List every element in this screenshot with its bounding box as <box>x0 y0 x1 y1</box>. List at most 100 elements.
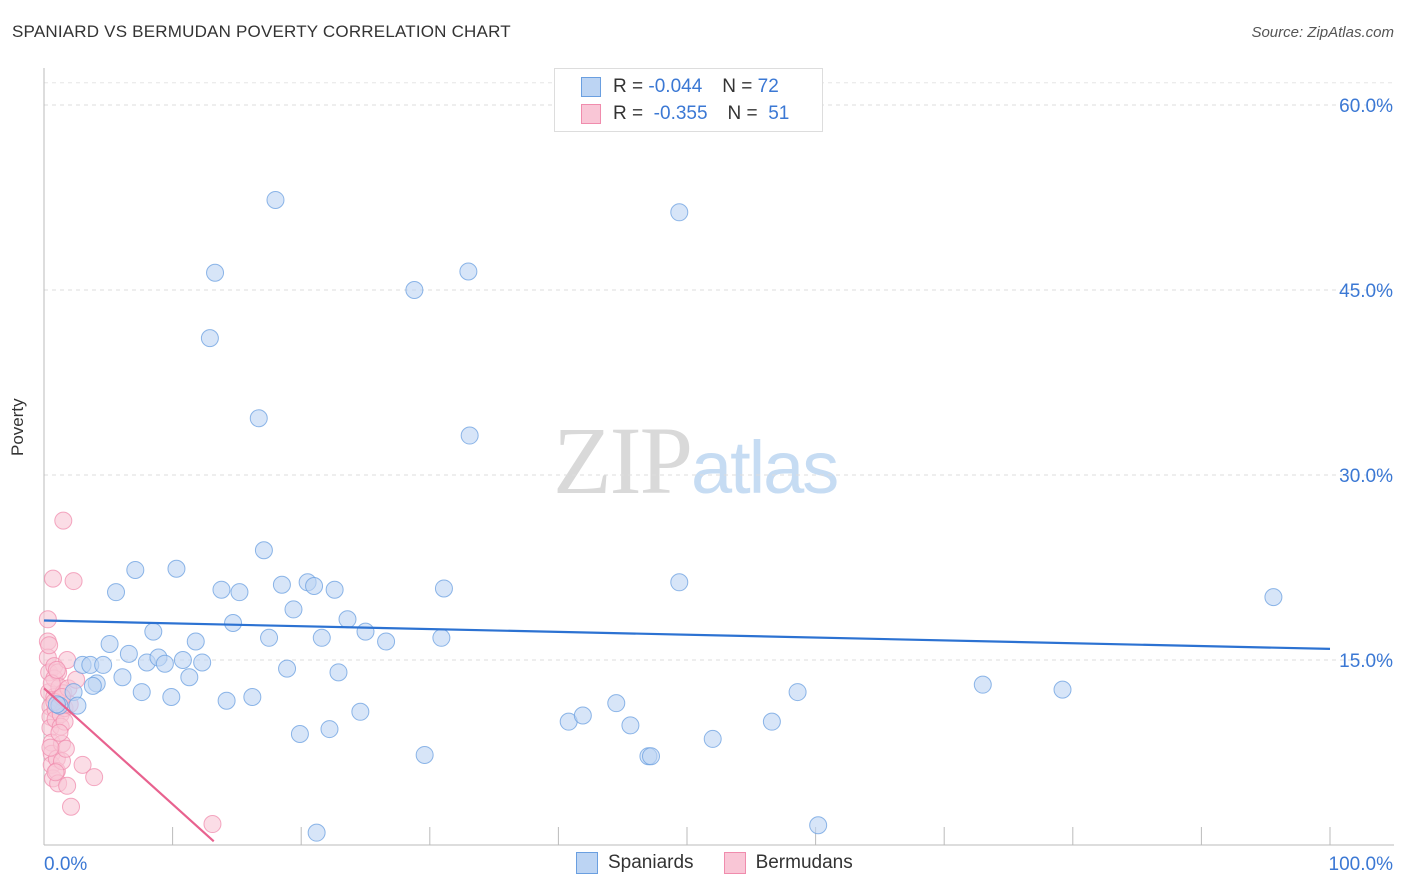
spaniard-point <box>320 720 339 739</box>
bermudan-point <box>58 776 77 795</box>
spaniard-point <box>126 560 145 579</box>
legend-r-value: -0.044 <box>648 76 703 97</box>
tick-labels: 15.0% 30.0% 45.0% 60.0% 0.0% 100.0% <box>44 96 1393 875</box>
spaniard-point <box>434 579 453 598</box>
x-tick-label: 100.0% <box>1329 854 1394 875</box>
bermudan-point <box>85 768 104 787</box>
spaniard-point <box>460 426 479 445</box>
spaniard-point <box>1264 588 1283 607</box>
spaniard-point <box>325 580 344 599</box>
spaniard-point <box>1053 680 1072 699</box>
spaniard-point <box>284 600 303 619</box>
legend-r-value: -0.355 <box>653 103 708 124</box>
spaniards-legend-label: Spaniards <box>608 852 694 873</box>
spaniard-point <box>254 541 273 560</box>
spaniard-point <box>68 696 87 715</box>
spaniard-point <box>100 634 119 653</box>
spaniard-point <box>155 654 174 673</box>
spaniards-legend-swatch <box>576 852 598 874</box>
spaniard-point <box>266 190 285 209</box>
spaniard-point <box>973 675 992 694</box>
watermark-zip: ZIP <box>553 407 693 514</box>
spaniard-point <box>432 628 451 647</box>
spaniard-point <box>206 263 225 282</box>
spaniard-point <box>290 725 309 743</box>
bermudans-legend-swatch <box>723 852 746 874</box>
bermudan-point <box>41 738 60 757</box>
watermark: ZIPatlas <box>553 405 839 516</box>
chart-title: SPANIARD VS BERMUDAN POVERTY CORRELATION… <box>12 22 511 41</box>
legend-row-spaniards: R = -0.044 N = 72 <box>581 75 779 99</box>
spaniard-point <box>272 575 291 594</box>
y-tick-label: 60.0% <box>1339 96 1393 117</box>
bermudan-point <box>44 569 63 588</box>
spaniard-point <box>144 622 163 641</box>
legend-item-bermudans[interactable]: Bermudans <box>723 852 853 874</box>
legend-n-label: N = <box>727 103 758 124</box>
spaniard-point <box>405 281 424 299</box>
trend-lines <box>43 619 1331 843</box>
legend-r-label: R = <box>613 76 644 97</box>
spaniard-point <box>113 668 132 687</box>
spaniard-point <box>217 691 236 710</box>
spaniard-point <box>762 712 781 731</box>
bermudans-trend-line <box>43 687 215 843</box>
spaniard-point <box>94 655 113 674</box>
spaniard-point <box>329 663 348 682</box>
spaniard-point <box>83 676 102 695</box>
bermudan-point <box>46 763 65 782</box>
spaniard-point <box>249 409 268 428</box>
spaniard-point <box>377 632 396 651</box>
spaniard-point <box>307 823 326 842</box>
spaniard-point <box>573 706 592 725</box>
legend-row-bermudans: R = -0.355 N = 51 <box>581 102 789 126</box>
watermark-atlas: atlas <box>691 426 839 509</box>
bermudans-legend-label: Bermudans <box>755 852 853 873</box>
bermudan-point <box>62 797 81 816</box>
legend-n-label: N = <box>722 76 753 97</box>
spaniard-point <box>173 651 192 669</box>
spaniard-point <box>224 614 243 632</box>
spaniard-point <box>260 628 279 647</box>
spaniard-point <box>459 262 478 281</box>
spaniard-point <box>200 329 219 348</box>
x-tick-label: 0.0% <box>44 854 87 875</box>
bermudan-point <box>38 610 57 629</box>
bermudan-point <box>73 755 92 774</box>
spaniard-point <box>670 203 689 222</box>
spaniard-point <box>351 702 370 721</box>
spaniard-point <box>243 688 262 706</box>
spaniard-point <box>641 747 660 766</box>
series-legend: Spaniards Bermudans <box>576 852 883 874</box>
legend-n-value: 51 <box>768 103 790 124</box>
spaniard-point <box>703 729 722 748</box>
spaniards-points <box>47 190 1283 842</box>
spaniard-point <box>621 716 640 735</box>
spaniard-point <box>607 694 626 713</box>
correlation-legend: R = -0.044 N = 72 R = -0.355 N = 51 <box>554 68 823 132</box>
bermudan-point <box>50 723 69 742</box>
spaniards-trend-line <box>43 619 1331 650</box>
spaniard-point <box>312 628 331 647</box>
bermudan-point <box>47 660 66 679</box>
spaniard-point <box>47 695 66 714</box>
spaniards-swatch <box>581 77 601 97</box>
spaniard-point <box>212 580 231 599</box>
spaniard-point <box>119 644 138 663</box>
spaniard-point <box>305 577 324 595</box>
spaniard-point <box>180 668 199 687</box>
bermudan-point <box>64 572 83 591</box>
spaniard-point <box>809 816 828 835</box>
axes <box>43 68 1394 846</box>
spaniard-point <box>132 683 151 702</box>
legend-r-label: R = <box>613 103 644 124</box>
spaniard-point <box>338 610 357 629</box>
bermudans-swatch <box>581 104 601 124</box>
spaniard-point <box>107 583 126 602</box>
y-tick-label: 30.0% <box>1339 466 1393 487</box>
bermudan-point <box>54 511 73 530</box>
spaniard-point <box>356 622 375 641</box>
legend-item-spaniards[interactable]: Spaniards <box>576 852 694 874</box>
spaniard-point <box>278 659 297 678</box>
